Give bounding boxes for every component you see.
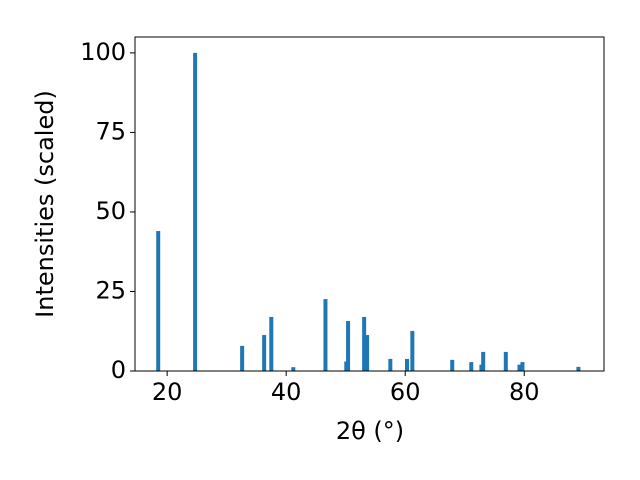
bar (262, 335, 267, 371)
bar (503, 351, 508, 371)
bar (269, 316, 274, 371)
bar (450, 359, 455, 371)
x-tick-label: 60 (390, 378, 421, 406)
bar (410, 330, 415, 371)
bar (481, 351, 486, 371)
bar (469, 362, 474, 371)
bar (388, 358, 393, 371)
bar (404, 358, 409, 371)
y-axis-label: Intensities (scaled) (31, 90, 59, 318)
bar (517, 364, 522, 371)
bar (240, 345, 245, 371)
plot-frame (134, 36, 605, 372)
y-tick-label: 75 (95, 117, 126, 145)
bar (193, 52, 198, 372)
x-tick-label: 80 (509, 378, 540, 406)
bar (291, 367, 296, 371)
bar (576, 366, 581, 371)
y-tick-label: 50 (95, 197, 126, 225)
bar (365, 335, 370, 371)
bar (362, 316, 367, 371)
x-tick-label: 20 (152, 378, 183, 406)
bar (346, 321, 351, 371)
bar (156, 231, 161, 371)
x-tick-label: 40 (271, 378, 302, 406)
bar (323, 299, 328, 371)
y-tick-label: 25 (95, 276, 126, 304)
bar (520, 362, 525, 371)
y-tick-label: 0 (111, 356, 126, 384)
y-tick-label: 100 (80, 38, 126, 66)
x-axis-label: 2θ (°) (336, 417, 404, 445)
